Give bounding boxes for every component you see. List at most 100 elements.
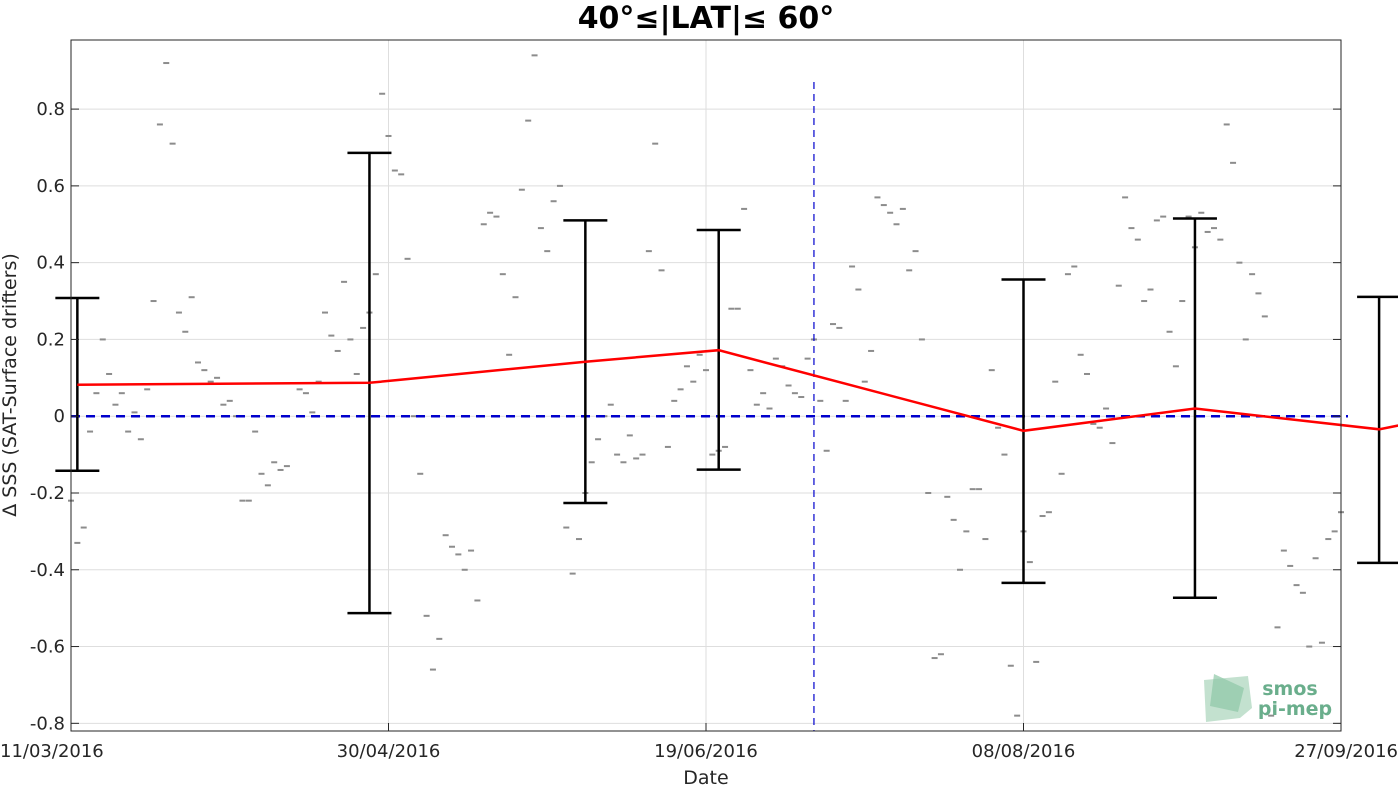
y-tick-label: 0: [54, 406, 65, 427]
chart-title: 40°≤|LAT|≤ 60°: [578, 1, 835, 36]
scatter-point: [99, 338, 106, 341]
scatter-point: [137, 438, 144, 441]
scatter-point: [537, 227, 544, 230]
scatter-point: [1172, 365, 1179, 368]
scatter-point: [1198, 211, 1205, 214]
scatter-point: [1058, 472, 1065, 475]
scatter-point: [664, 445, 671, 448]
scatter-point: [175, 311, 182, 314]
scatter-point: [1306, 645, 1313, 648]
scatter-point: [410, 415, 417, 418]
scatter-point: [899, 207, 906, 210]
scatter-point: [791, 392, 798, 395]
scatter-point: [150, 300, 157, 303]
scatter-point: [772, 357, 779, 360]
scatter-point: [614, 453, 621, 456]
scatter-point: [1109, 442, 1116, 445]
scatter-point: [499, 273, 506, 276]
scatter-point: [696, 353, 703, 356]
x-tick-label: 11/03/2016: [0, 741, 104, 762]
scatter-point: [1217, 238, 1224, 241]
scatter-point: [239, 499, 246, 502]
scatter-point: [709, 453, 716, 456]
scatter-point: [912, 250, 919, 253]
scatter-point: [404, 257, 411, 260]
scatter-point: [1128, 227, 1135, 230]
scatter-point: [995, 426, 1002, 429]
scatter-point: [506, 353, 513, 356]
scatter-point: [1147, 288, 1154, 291]
scatter-point: [1014, 714, 1021, 717]
y-axis-label: Δ SSS (SAT-Surface drifters): [0, 253, 21, 517]
scatter-point: [449, 545, 455, 548]
scatter-point: [1090, 422, 1097, 425]
scatter-point: [201, 369, 208, 372]
scatter-point: [747, 369, 754, 372]
scatter-point: [988, 369, 995, 372]
scatter-point: [963, 530, 970, 533]
scatter-point: [766, 407, 773, 410]
scatter-point: [804, 357, 811, 360]
scatter-point: [950, 518, 957, 521]
scatter-point: [1077, 353, 1084, 356]
scatter-point: [80, 526, 87, 529]
scatter-point: [690, 380, 697, 383]
scatter-point: [207, 380, 214, 383]
scatter-point: [836, 326, 843, 329]
scatter-point: [1071, 265, 1078, 268]
scatter-point: [1039, 515, 1046, 518]
scatter-point: [188, 296, 195, 299]
scatter-point: [309, 411, 316, 414]
scatter-point: [677, 388, 684, 391]
scatter-point: [944, 495, 951, 498]
scatter-point: [429, 668, 436, 671]
scatter-point: [645, 250, 652, 253]
y-tick-label: 0.4: [36, 253, 65, 274]
scatter-point: [1115, 284, 1122, 287]
scatter-point: [1280, 549, 1287, 552]
scatter-point: [817, 399, 824, 402]
scatter-point: [658, 269, 665, 272]
scatter-point: [728, 307, 735, 310]
y-tick-label: 0.6: [36, 176, 65, 197]
scatter-point: [607, 403, 614, 406]
x-axis-label: Date: [683, 767, 728, 787]
y-axis-ticks: -0.8 -0.6 -0.4 -0.2 0 0.2 0.4 0.6 0.8: [30, 99, 1341, 734]
scatter-point: [1274, 626, 1281, 629]
scatter-point: [379, 92, 386, 95]
scatter-point: [569, 572, 576, 575]
scatter-point: [341, 280, 348, 283]
scatter-point: [131, 411, 138, 414]
scatter-point: [474, 599, 481, 602]
scatter-point: [302, 392, 309, 395]
scatter-point: [271, 461, 278, 464]
scatter-point: [1134, 238, 1141, 241]
logo-text-smos: smos: [1262, 678, 1317, 700]
scatter-point: [753, 403, 760, 406]
scatter-point: [252, 430, 259, 433]
y-tick-label: -0.8: [30, 713, 65, 734]
scatter-point: [1325, 538, 1332, 541]
scatter-point: [360, 326, 367, 329]
scatter-point: [315, 380, 322, 383]
scatter-point: [518, 188, 525, 191]
scatter-point: [169, 142, 176, 145]
scatter-point: [480, 223, 487, 226]
scatter-point: [1179, 300, 1186, 303]
scatter-point: [512, 296, 519, 299]
scatter-point: [868, 349, 875, 352]
scatter-point: [874, 196, 881, 199]
scatter-point: [918, 338, 925, 341]
scatter-point: [398, 173, 405, 176]
scatter-point: [1211, 227, 1217, 230]
scatter-point: [195, 361, 201, 364]
scatter-point: [493, 215, 500, 218]
scatter-point: [144, 388, 151, 391]
scatter-point: [1268, 714, 1275, 717]
scatter-point: [1026, 561, 1033, 564]
scatter-point: [626, 434, 633, 437]
scatter-point: [969, 488, 976, 491]
scatter-point: [220, 403, 227, 406]
scatter-point: [957, 568, 963, 571]
